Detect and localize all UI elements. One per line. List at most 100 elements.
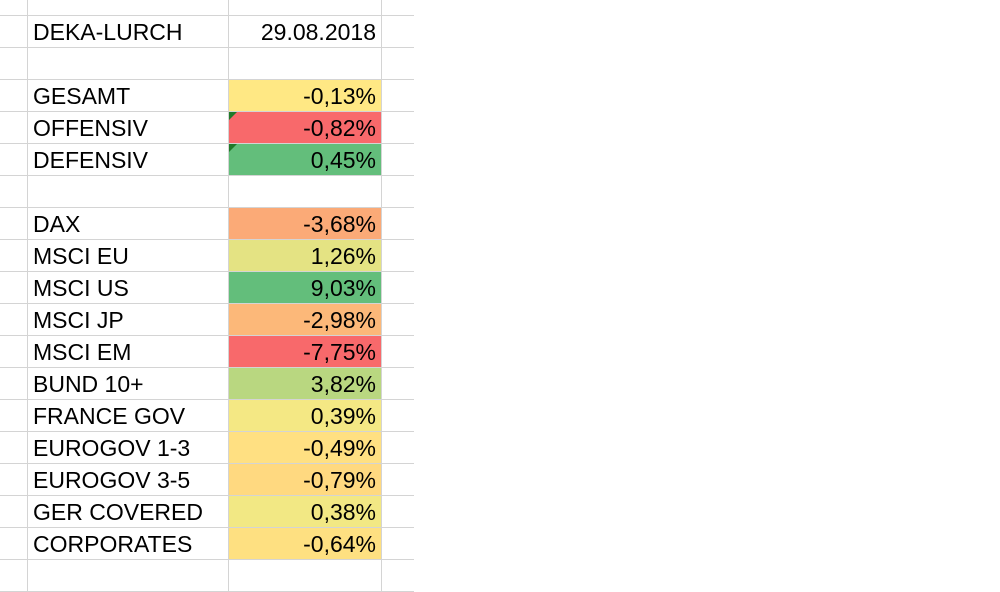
empty-cell[interactable] [382, 176, 414, 208]
empty-cell[interactable] [382, 368, 414, 400]
summary-value-cell[interactable]: 0,45% [229, 144, 382, 176]
empty-cell[interactable] [229, 176, 382, 208]
empty-cell[interactable] [0, 464, 28, 496]
index-value-cell[interactable]: 0,38% [229, 496, 382, 528]
blank-row [0, 176, 414, 208]
empty-cell[interactable] [382, 112, 414, 144]
empty-cell[interactable] [0, 272, 28, 304]
empty-cell[interactable] [382, 400, 414, 432]
empty-cell[interactable] [0, 80, 28, 112]
summary-value-cell[interactable]: -0,82% [229, 112, 382, 144]
empty-cell[interactable] [28, 48, 229, 80]
summary-value: -0,82% [303, 115, 376, 141]
empty-cell[interactable] [0, 240, 28, 272]
empty-cell[interactable] [382, 464, 414, 496]
empty-cell[interactable] [382, 48, 414, 80]
summary-row-gesamt: GESAMT -0,13% [0, 80, 414, 112]
empty-cell[interactable] [382, 528, 414, 560]
summary-label-cell[interactable]: OFFENSIV [28, 112, 229, 144]
index-value-cell[interactable]: -3,68% [229, 208, 382, 240]
empty-cell[interactable] [382, 496, 414, 528]
summary-row-defensiv: DEFENSIV 0,45% [0, 144, 414, 176]
comment-indicator-icon [229, 144, 237, 152]
empty-cell[interactable] [28, 176, 229, 208]
summary-value: 0,45% [310, 147, 376, 173]
empty-cell[interactable] [382, 304, 414, 336]
index-row-bund: BUND 10+ 3,82% [0, 368, 414, 400]
summary-row-offensiv: OFFENSIV -0,82% [0, 112, 414, 144]
empty-cell[interactable] [0, 144, 28, 176]
empty-cell[interactable] [382, 240, 414, 272]
empty-cell[interactable] [382, 80, 414, 112]
title-row: DEKA-LURCH 29.08.2018 [0, 16, 414, 48]
empty-cell[interactable] [382, 272, 414, 304]
index-value-cell[interactable]: -7,75% [229, 336, 382, 368]
empty-cell[interactable] [382, 560, 414, 592]
row-spacer-cell[interactable] [0, 16, 28, 48]
summary-label-cell[interactable]: DEFENSIV [28, 144, 229, 176]
empty-cell[interactable] [229, 48, 382, 80]
title-cell[interactable]: DEKA-LURCH [28, 16, 229, 48]
empty-cell[interactable] [0, 48, 28, 80]
index-value-cell[interactable]: 0,39% [229, 400, 382, 432]
empty-cell[interactable] [0, 208, 28, 240]
index-value: 1,26% [310, 243, 376, 269]
index-value: -3,68% [303, 211, 376, 237]
blank-row [0, 0, 414, 16]
index-value: -0,49% [303, 435, 376, 461]
empty-cell[interactable] [382, 336, 414, 368]
index-label-cell[interactable]: GER COVERED [28, 496, 229, 528]
empty-cell[interactable] [0, 304, 28, 336]
empty-cell[interactable] [0, 560, 28, 592]
index-value-cell[interactable]: -0,49% [229, 432, 382, 464]
empty-cell[interactable] [28, 560, 229, 592]
empty-cell[interactable] [382, 208, 414, 240]
index-value-cell[interactable]: 9,03% [229, 272, 382, 304]
index-value-cell[interactable]: -2,98% [229, 304, 382, 336]
empty-cell[interactable] [229, 560, 382, 592]
empty-cell[interactable] [0, 176, 28, 208]
index-row-eurogov-3-5: EUROGOV 3-5 -0,79% [0, 464, 414, 496]
empty-cell[interactable] [382, 144, 414, 176]
empty-cell[interactable] [0, 528, 28, 560]
index-value-cell[interactable]: 1,26% [229, 240, 382, 272]
index-label-cell[interactable]: FRANCE GOV [28, 400, 229, 432]
index-value: 9,03% [310, 275, 376, 301]
index-label-cell[interactable]: DAX [28, 208, 229, 240]
empty-cell[interactable] [382, 432, 414, 464]
empty-cell[interactable] [0, 400, 28, 432]
index-label-cell[interactable]: MSCI JP [28, 304, 229, 336]
spreadsheet-grid: DEKA-LURCH 29.08.2018 GESAMT -0,13% OFFE… [0, 0, 414, 592]
empty-cell[interactable] [382, 0, 414, 16]
index-row-ger-covered: GER COVERED 0,38% [0, 496, 414, 528]
empty-cell[interactable] [229, 0, 382, 16]
empty-cell[interactable] [0, 0, 28, 16]
empty-cell[interactable] [0, 368, 28, 400]
index-label-cell[interactable]: CORPORATES [28, 528, 229, 560]
index-label-cell[interactable]: MSCI EM [28, 336, 229, 368]
index-value-cell[interactable]: -0,64% [229, 528, 382, 560]
empty-cell[interactable] [0, 112, 28, 144]
index-value: -0,64% [303, 531, 376, 557]
empty-cell[interactable] [0, 336, 28, 368]
index-value-cell[interactable]: -0,79% [229, 464, 382, 496]
index-row-dax: DAX -3,68% [0, 208, 414, 240]
index-value-cell[interactable]: 3,82% [229, 368, 382, 400]
index-row-msci-jp: MSCI JP -2,98% [0, 304, 414, 336]
index-label-cell[interactable]: BUND 10+ [28, 368, 229, 400]
blank-row [0, 560, 414, 592]
index-label-cell[interactable]: MSCI US [28, 272, 229, 304]
index-row-msci-em: MSCI EM -7,75% [0, 336, 414, 368]
index-label-cell[interactable]: MSCI EU [28, 240, 229, 272]
date-cell[interactable]: 29.08.2018 [229, 16, 382, 48]
empty-cell[interactable] [0, 496, 28, 528]
summary-value-cell[interactable]: -0,13% [229, 80, 382, 112]
empty-cell[interactable] [28, 0, 229, 16]
index-row-eurogov-1-3: EUROGOV 1-3 -0,49% [0, 432, 414, 464]
empty-cell[interactable] [382, 16, 414, 48]
index-label-cell[interactable]: EUROGOV 3-5 [28, 464, 229, 496]
index-label-cell[interactable]: EUROGOV 1-3 [28, 432, 229, 464]
summary-label-cell[interactable]: GESAMT [28, 80, 229, 112]
empty-cell[interactable] [0, 432, 28, 464]
index-value: 3,82% [310, 371, 376, 397]
